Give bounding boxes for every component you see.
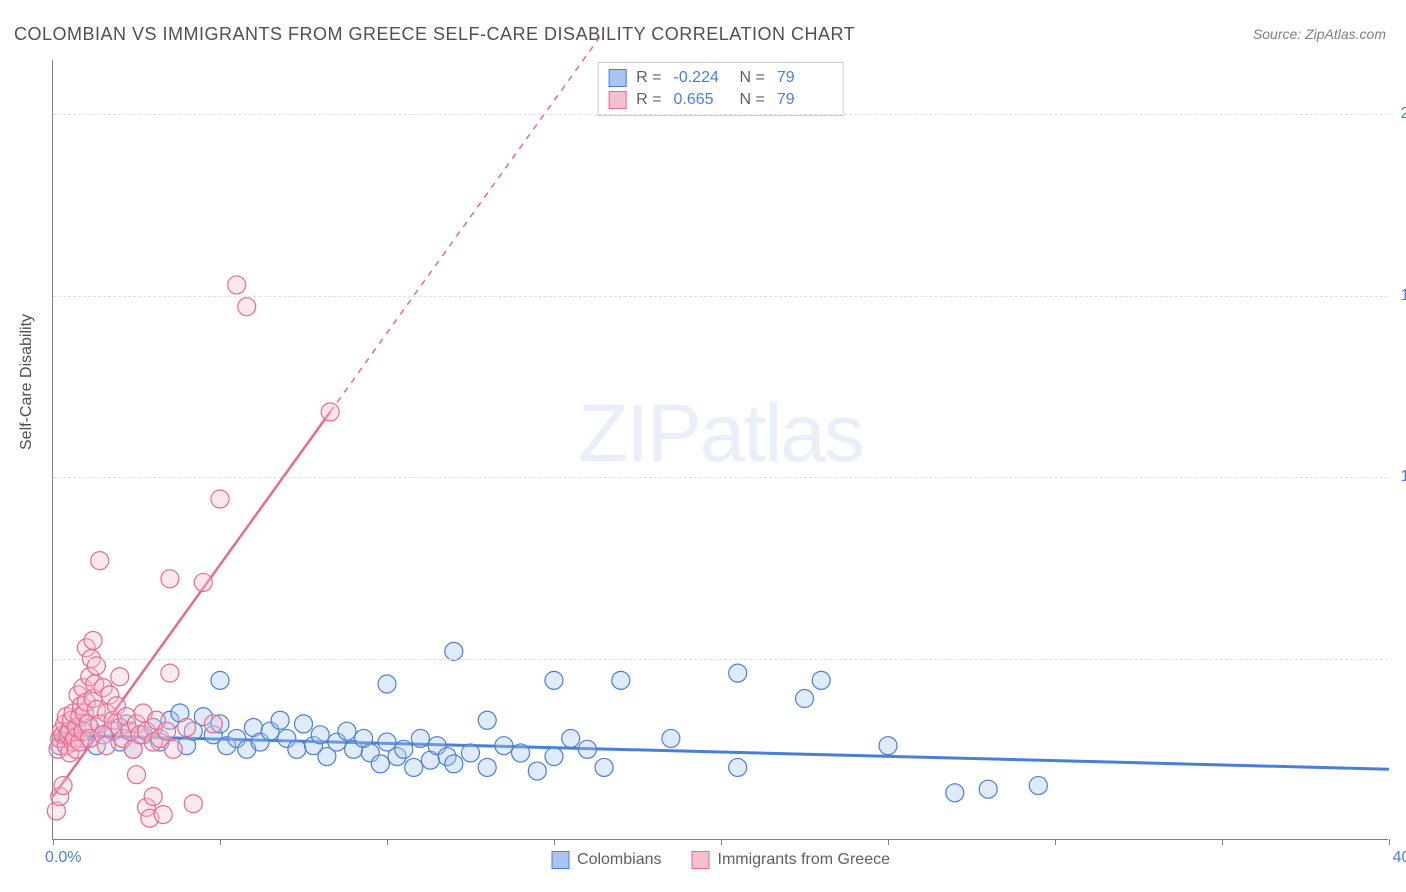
source-attribution: Source: ZipAtlas.com	[1253, 26, 1386, 42]
x-tick	[1055, 839, 1056, 845]
gridline	[53, 296, 1388, 297]
chart-title: COLOMBIAN VS IMMIGRANTS FROM GREECE SELF…	[14, 24, 855, 45]
gridline	[53, 659, 1388, 660]
legend-item-colombians: Colombians	[551, 851, 661, 869]
x-tick	[53, 839, 54, 845]
y-tick-label: 20.0%	[1401, 105, 1406, 123]
legend-label-colombians: Colombians	[577, 851, 661, 869]
gridline	[53, 477, 1388, 478]
legend-label-greece: Immigrants from Greece	[718, 851, 890, 869]
swatch-pink	[692, 851, 710, 869]
y-tick-label: 10.0%	[1401, 468, 1406, 486]
x-axis-min-label: 0.0%	[45, 849, 81, 867]
swatch-blue	[551, 851, 569, 869]
legend-series: Colombians Immigrants from Greece	[551, 851, 890, 869]
gridline	[53, 114, 1388, 115]
x-tick	[387, 839, 388, 845]
legend-item-greece: Immigrants from Greece	[692, 851, 890, 869]
scatter-svg	[53, 60, 1388, 839]
y-axis-title: Self-Care Disability	[18, 314, 36, 450]
x-axis-max-label: 40.0%	[1393, 849, 1406, 867]
x-tick	[554, 839, 555, 845]
x-tick	[220, 839, 221, 845]
x-tick	[1389, 839, 1390, 845]
x-tick	[1222, 839, 1223, 845]
plot-area: ZIPatlas R = -0.224 N = 79 R = 0.665 N =…	[52, 60, 1388, 840]
x-tick	[721, 839, 722, 845]
y-tick-label: 15.0%	[1401, 287, 1406, 305]
x-tick	[888, 839, 889, 845]
